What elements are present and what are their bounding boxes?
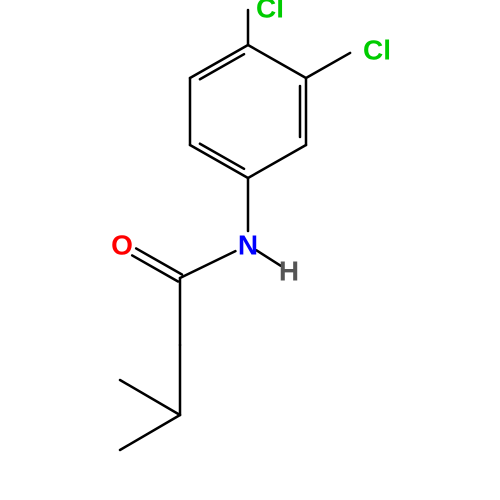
bond-line — [190, 45, 248, 78]
atom-label-O: O — [111, 230, 133, 261]
bond-line — [248, 145, 306, 178]
atom-label-N: N — [238, 230, 258, 261]
atom-label-Cl: Cl — [363, 35, 391, 66]
bond-line — [180, 251, 235, 278]
bond-line — [200, 144, 244, 169]
bond-line — [248, 45, 306, 78]
bond-line — [200, 54, 244, 79]
bond-line — [256, 250, 280, 265]
bond-line — [190, 145, 248, 178]
atom-label-Cl: Cl — [256, 0, 284, 24]
bond-line — [306, 53, 350, 78]
bond-line — [120, 415, 180, 450]
atom-label-H: H — [279, 256, 299, 287]
bond-line — [120, 380, 180, 415]
molecule-canvas: O NH Cl Cl — [0, 0, 500, 500]
